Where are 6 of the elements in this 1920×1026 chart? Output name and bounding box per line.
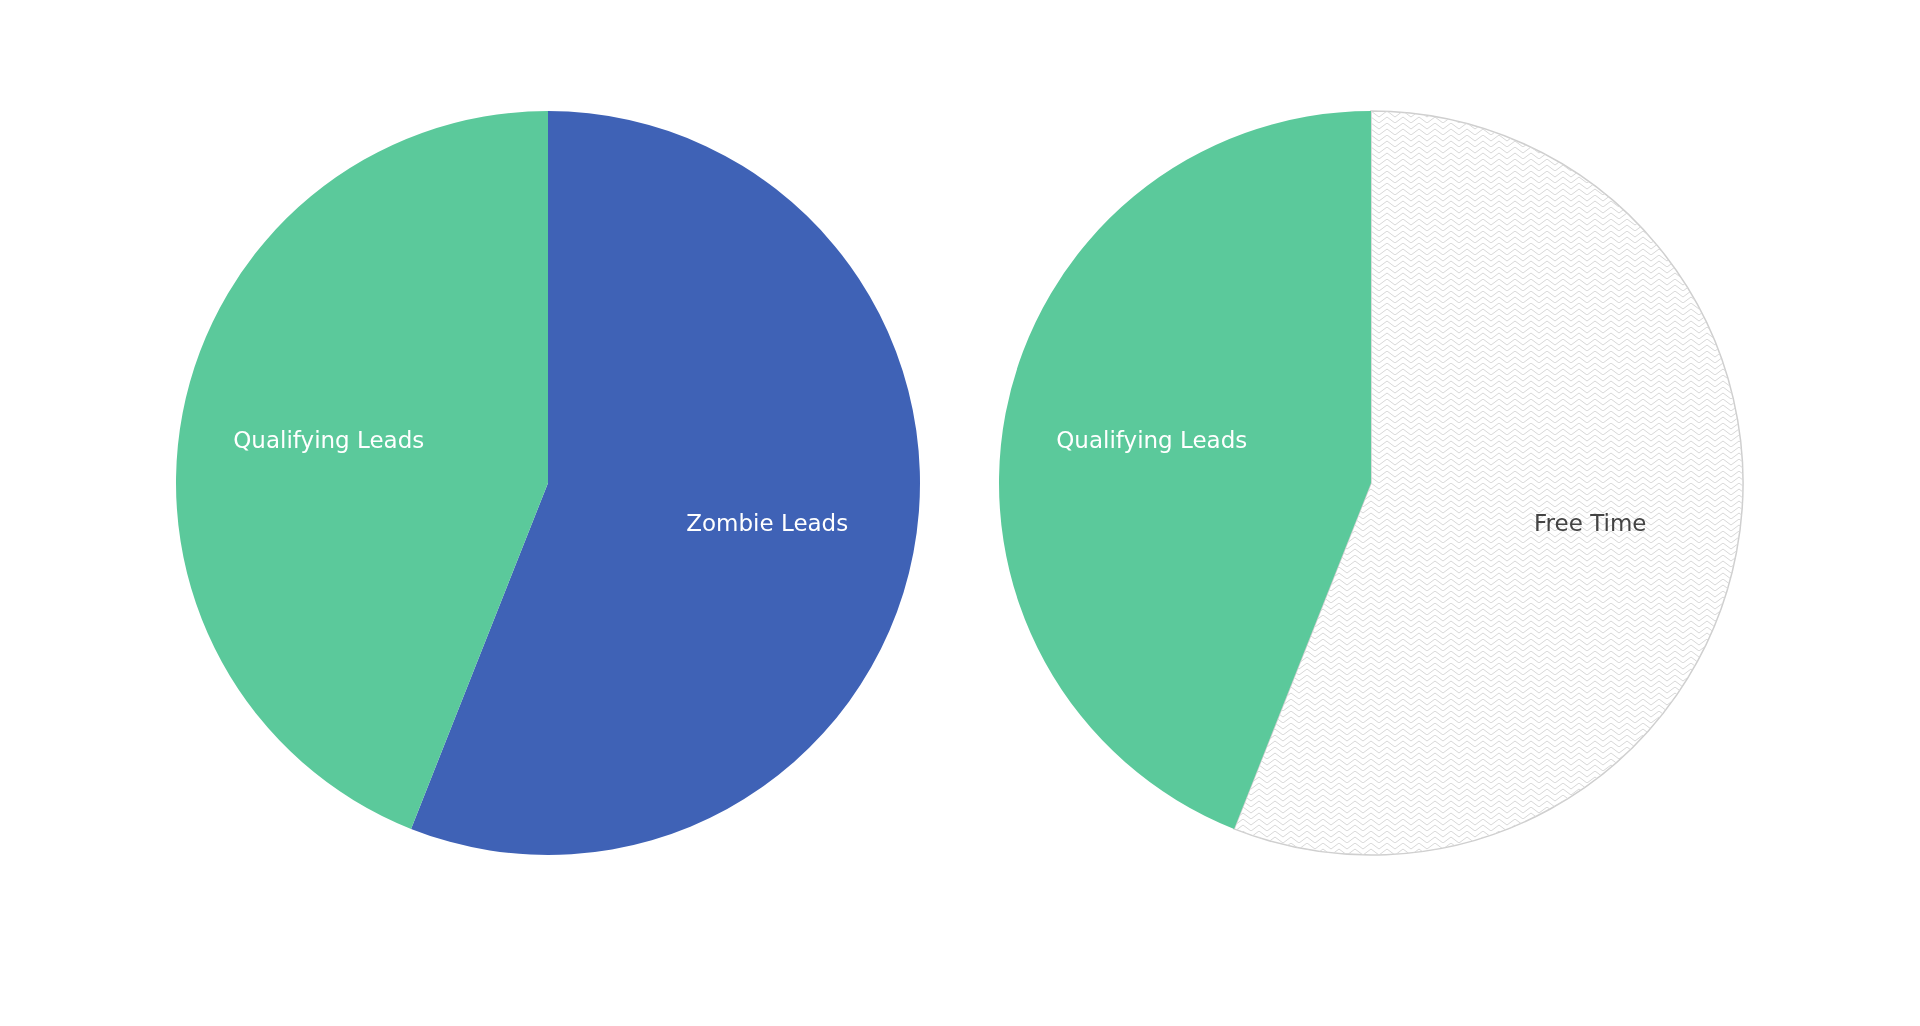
pie-slice [176,111,548,829]
slice-label: Zombie Leads [686,510,849,537]
slice-label: Qualifying Leads [1056,426,1248,453]
pie-slice [999,111,1371,829]
slice-label: Qualifying Leads [233,426,425,453]
slice-label: Free Time [1534,510,1647,537]
